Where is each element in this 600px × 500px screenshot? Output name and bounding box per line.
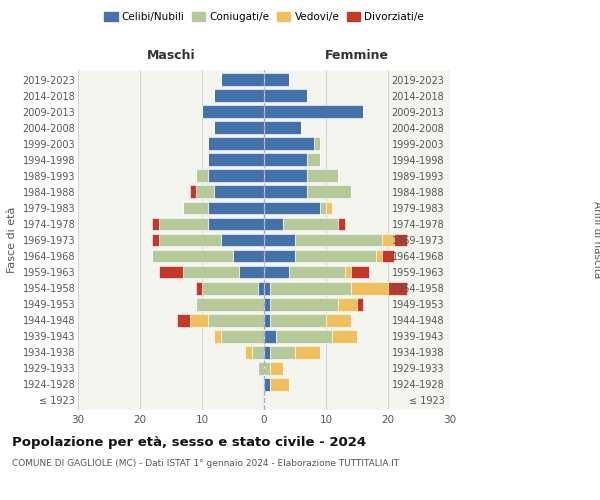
Bar <box>338 218 344 230</box>
Bar <box>295 346 320 358</box>
Bar <box>264 122 301 134</box>
Legend: Celibi/Nubili, Coniugati/e, Vedovi/e, Divorziati/e: Celibi/Nubili, Coniugati/e, Vedovi/e, Di… <box>102 10 426 24</box>
Bar <box>388 282 407 294</box>
Bar <box>307 186 351 198</box>
Y-axis label: Fasce di età: Fasce di età <box>7 207 17 273</box>
Bar <box>258 282 264 294</box>
Bar <box>289 266 344 278</box>
Bar <box>208 154 264 166</box>
Bar <box>214 330 221 342</box>
Bar <box>214 122 264 134</box>
Bar <box>295 250 376 262</box>
Bar <box>314 138 320 150</box>
Bar <box>264 266 289 278</box>
Bar <box>344 266 351 278</box>
Bar <box>264 186 307 198</box>
Text: Popolazione per età, sesso e stato civile - 2024: Popolazione per età, sesso e stato civil… <box>12 436 366 449</box>
Bar <box>158 266 184 278</box>
Bar <box>264 330 277 342</box>
Bar <box>184 266 239 278</box>
Bar <box>277 330 332 342</box>
Bar <box>152 218 158 230</box>
Bar <box>264 362 270 374</box>
Bar <box>208 138 264 150</box>
Bar <box>382 234 394 246</box>
Bar <box>233 250 264 262</box>
Bar <box>264 314 270 326</box>
Bar <box>177 314 190 326</box>
Bar <box>270 298 338 310</box>
Bar <box>239 266 264 278</box>
Bar <box>270 362 283 374</box>
Bar <box>270 314 326 326</box>
Bar <box>394 234 407 246</box>
Bar <box>208 218 264 230</box>
Bar <box>320 202 326 214</box>
Bar <box>221 73 264 86</box>
Bar <box>208 170 264 182</box>
Bar <box>264 250 295 262</box>
Bar <box>264 138 314 150</box>
Bar <box>196 170 208 182</box>
Bar <box>264 154 307 166</box>
Bar <box>264 234 295 246</box>
Bar <box>264 218 283 230</box>
Bar <box>264 298 270 310</box>
Bar <box>152 250 233 262</box>
Bar <box>264 73 289 86</box>
Bar <box>264 89 307 102</box>
Bar <box>307 170 338 182</box>
Bar <box>351 282 388 294</box>
Bar <box>332 330 357 342</box>
Bar <box>214 89 264 102</box>
Bar <box>264 202 320 214</box>
Bar <box>264 170 307 182</box>
Bar <box>357 298 363 310</box>
Bar <box>270 346 295 358</box>
Bar <box>258 362 264 374</box>
Bar <box>245 346 251 358</box>
Bar <box>208 314 264 326</box>
Bar <box>202 282 258 294</box>
Bar <box>376 250 382 262</box>
Bar <box>351 266 370 278</box>
Bar <box>190 314 208 326</box>
Bar <box>190 186 196 198</box>
Bar <box>158 234 221 246</box>
Bar <box>270 282 351 294</box>
Bar <box>184 202 208 214</box>
Bar <box>208 202 264 214</box>
Bar <box>196 298 264 310</box>
Bar <box>382 250 394 262</box>
Bar <box>270 378 289 391</box>
Bar <box>158 218 208 230</box>
Bar <box>264 282 270 294</box>
Text: COMUNE DI GAGLIOLE (MC) - Dati ISTAT 1° gennaio 2024 - Elaborazione TUTTITALIA.I: COMUNE DI GAGLIOLE (MC) - Dati ISTAT 1° … <box>12 460 399 468</box>
Bar <box>264 106 363 118</box>
Text: Anni di nascita: Anni di nascita <box>592 202 600 278</box>
Bar <box>196 186 214 198</box>
Bar <box>295 234 382 246</box>
Bar <box>202 106 264 118</box>
Bar <box>214 186 264 198</box>
Text: Maschi: Maschi <box>146 49 196 62</box>
Bar <box>152 234 158 246</box>
Bar <box>326 314 351 326</box>
Bar <box>221 330 264 342</box>
Bar <box>283 218 338 230</box>
Bar <box>338 298 357 310</box>
Text: Femmine: Femmine <box>325 49 389 62</box>
Bar <box>251 346 264 358</box>
Bar <box>264 346 270 358</box>
Bar <box>307 154 320 166</box>
Bar <box>196 282 202 294</box>
Bar <box>264 378 270 391</box>
Bar <box>326 202 332 214</box>
Bar <box>221 234 264 246</box>
